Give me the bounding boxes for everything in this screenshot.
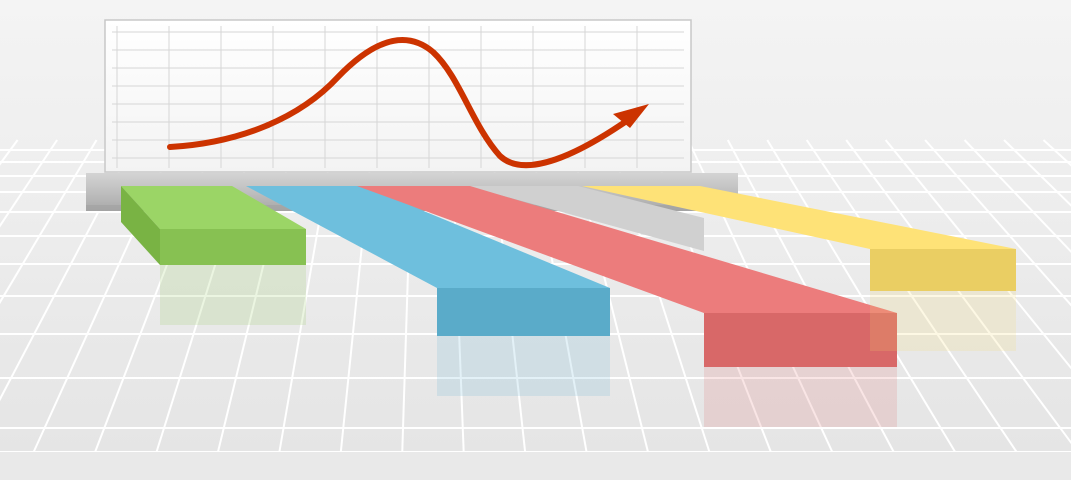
bar-top-face bbox=[357, 186, 897, 313]
floor-grid-line bbox=[805, 139, 1023, 461]
bars-group bbox=[121, 186, 1016, 427]
bar-top-face bbox=[467, 186, 704, 251]
bar-reflection bbox=[437, 336, 610, 396]
chart-board bbox=[86, 19, 738, 211]
bar-yellow bbox=[582, 186, 1016, 351]
floor-grid-line bbox=[884, 139, 1071, 370]
floor-grid-line bbox=[924, 139, 1071, 307]
bar-reflection bbox=[870, 291, 1016, 351]
bar-top-face bbox=[582, 186, 1016, 249]
trend-curve bbox=[167, 37, 631, 169]
bar-top-face bbox=[121, 186, 306, 229]
bar-gray bbox=[467, 186, 704, 251]
board-grid bbox=[112, 26, 684, 168]
trend-curve-arrow bbox=[167, 37, 649, 169]
bar-reflection bbox=[160, 265, 306, 325]
arrow-head-icon bbox=[613, 104, 649, 128]
floor-grid-line bbox=[1003, 139, 1071, 207]
bar-top-face bbox=[246, 186, 610, 288]
floor-grid-line bbox=[963, 139, 1071, 253]
floor-bottom-band bbox=[0, 452, 1071, 480]
bar-reflection bbox=[704, 367, 897, 427]
bar-front-face bbox=[160, 229, 306, 265]
floor-grid-line bbox=[0, 139, 98, 305]
bar-side-face bbox=[121, 186, 160, 265]
bar-red bbox=[357, 186, 897, 427]
board-face bbox=[104, 19, 692, 173]
bar-front-face bbox=[437, 288, 610, 336]
floor-grid-line bbox=[766, 139, 961, 461]
bar-green bbox=[121, 186, 306, 325]
bar-blue bbox=[246, 186, 610, 396]
floor-grid-line bbox=[845, 139, 1071, 445]
bar-front-face bbox=[704, 313, 897, 367]
bar-front-face bbox=[870, 249, 1016, 291]
floor-grid-line bbox=[0, 139, 58, 228]
